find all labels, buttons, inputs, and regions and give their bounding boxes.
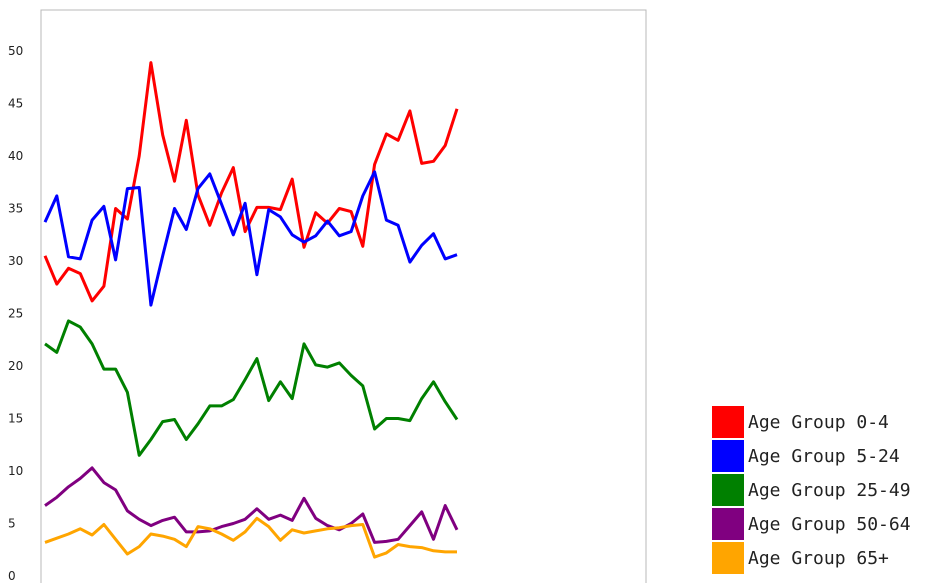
series-line-3	[44, 466, 459, 544]
legend-label: Age Group 65+	[748, 547, 889, 569]
y-tick-label: 0	[8, 569, 16, 583]
series-line-1	[43, 170, 458, 307]
legend-swatch	[712, 406, 744, 438]
legend-item: Age Group 25-49	[712, 473, 911, 507]
legend-label: Age Group 5-24	[748, 445, 900, 467]
legend-label: Age Group 25-49	[748, 479, 911, 501]
plot-area	[40, 9, 647, 583]
legend-swatch	[712, 508, 744, 540]
y-tick-label: 45	[8, 97, 23, 111]
legend-swatch	[712, 440, 744, 472]
y-axis-ticks: 0 5 10 15 20 25 30 35 40 45 50	[8, 44, 23, 583]
legend-item: Age Group 0-4	[712, 405, 911, 439]
y-tick-label: 25	[8, 307, 23, 321]
legend-label: Age Group 0-4	[748, 411, 889, 433]
legend-swatch	[712, 474, 744, 506]
legend-item: Age Group 50-64	[712, 507, 911, 541]
legend-label: Age Group 50-64	[748, 513, 911, 535]
y-tick-label: 40	[8, 149, 23, 163]
y-tick-label: 10	[8, 464, 23, 478]
y-tick-label: 15	[8, 412, 23, 426]
series-line-0	[43, 61, 459, 303]
legend-item: Age Group 5-24	[712, 439, 911, 473]
y-tick-label: 30	[8, 254, 23, 268]
legend: Age Group 0-4 Age Group 5-24 Age Group 25-…	[712, 405, 911, 575]
series-line-4	[44, 516, 457, 559]
y-tick-label: 35	[8, 202, 23, 216]
legend-item: Age Group 65+	[712, 541, 911, 575]
y-tick-label: 50	[8, 44, 23, 58]
y-tick-label: 5	[8, 517, 16, 531]
series-line-2	[44, 319, 459, 457]
series-lines	[43, 61, 459, 559]
y-tick-label: 20	[8, 359, 23, 373]
legend-swatch	[712, 542, 744, 574]
